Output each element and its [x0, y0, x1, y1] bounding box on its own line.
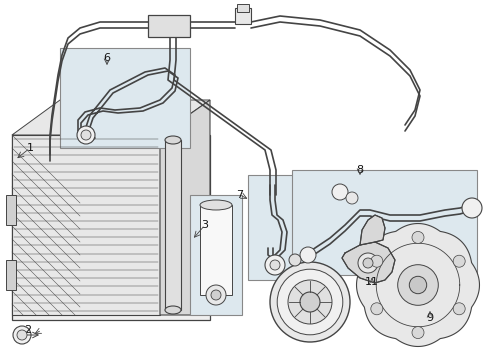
Bar — [12, 135, 160, 315]
Polygon shape — [341, 242, 394, 283]
Circle shape — [370, 303, 382, 315]
Circle shape — [287, 280, 331, 324]
Bar — [237, 4, 248, 12]
Text: 8: 8 — [356, 165, 363, 175]
Bar — [200, 205, 231, 295]
Text: 9: 9 — [426, 313, 433, 323]
Circle shape — [264, 255, 285, 275]
Circle shape — [411, 231, 423, 243]
Circle shape — [452, 303, 464, 315]
Text: 5: 5 — [240, 11, 247, 21]
Bar — [12, 135, 209, 320]
Circle shape — [461, 198, 481, 218]
Circle shape — [452, 255, 464, 267]
Circle shape — [370, 255, 382, 267]
Circle shape — [299, 292, 319, 312]
Circle shape — [411, 327, 423, 338]
Polygon shape — [359, 215, 384, 245]
Circle shape — [331, 184, 347, 200]
Bar — [148, 15, 190, 37]
Circle shape — [17, 330, 27, 340]
Circle shape — [77, 126, 95, 144]
Ellipse shape — [200, 200, 231, 210]
Text: 7: 7 — [236, 190, 243, 200]
Circle shape — [81, 130, 91, 140]
Text: 6: 6 — [103, 53, 110, 63]
Text: 1: 1 — [26, 143, 34, 153]
Circle shape — [269, 260, 280, 270]
Ellipse shape — [164, 306, 181, 314]
Polygon shape — [160, 100, 209, 315]
Circle shape — [362, 258, 372, 268]
Text: 4: 4 — [159, 17, 166, 27]
Bar — [6, 260, 16, 290]
Text: 11: 11 — [364, 277, 378, 287]
Bar — [190, 195, 242, 315]
Circle shape — [205, 285, 225, 305]
Circle shape — [408, 276, 426, 294]
Circle shape — [288, 254, 301, 266]
Circle shape — [277, 269, 342, 335]
Polygon shape — [356, 224, 479, 346]
Bar — [247, 175, 315, 280]
Circle shape — [299, 247, 315, 263]
Polygon shape — [12, 100, 209, 135]
Text: 10: 10 — [288, 320, 303, 330]
Circle shape — [13, 326, 31, 344]
Circle shape — [397, 265, 437, 305]
Circle shape — [210, 290, 221, 300]
Bar — [291, 170, 476, 275]
Bar — [235, 8, 250, 24]
Circle shape — [357, 253, 377, 273]
Bar — [164, 140, 181, 310]
Circle shape — [269, 262, 349, 342]
Bar — [60, 48, 190, 148]
Text: 2: 2 — [24, 325, 32, 335]
Text: 3: 3 — [201, 220, 208, 230]
Circle shape — [346, 192, 357, 204]
Bar — [6, 195, 16, 225]
Ellipse shape — [164, 136, 181, 144]
